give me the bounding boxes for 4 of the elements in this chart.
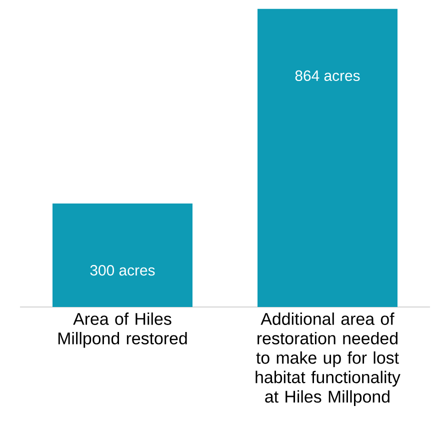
data-label: 864 acres: [295, 70, 360, 81]
x-tick-label: Area of Hiles Millpond restored: [58, 312, 187, 348]
data-label: 300 acres: [90, 265, 155, 276]
x-tick-label: Additional area of restoration needed to make up for lost habitat functionality at Hiles Millpond: [256, 312, 400, 406]
